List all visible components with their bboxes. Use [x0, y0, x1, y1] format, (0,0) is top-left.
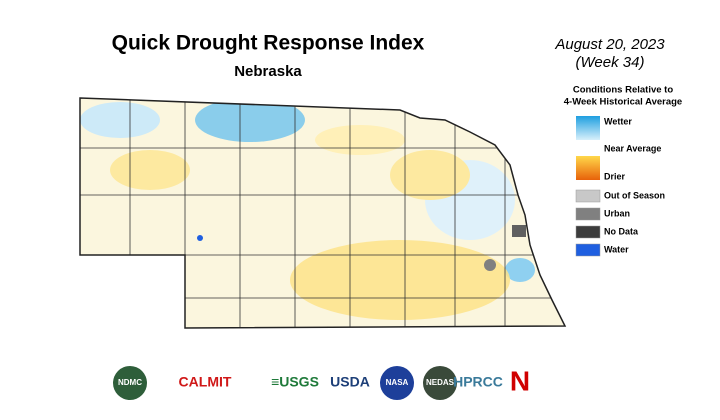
legend-scale-label: Drier [604, 171, 626, 181]
state-outline [79, 97, 567, 329]
legend: Wetter Near Average Drier Out of Season Urba… [575, 116, 665, 257]
logo-badge [423, 366, 457, 400]
state-map [80, 98, 565, 328]
dry-area [290, 240, 510, 320]
wet-area [195, 98, 305, 142]
wet-area [505, 258, 535, 282]
logos: NDMC CALMIT ≡USGS USDA NASA NEDAS HPRCC N [113, 365, 530, 400]
legend-scale-label: Wetter [604, 116, 632, 126]
logo-text: ≡USGS [271, 374, 319, 390]
urban [484, 259, 496, 271]
legend-label: No Data [604, 226, 639, 236]
week: (Week 34) [576, 54, 645, 71]
logo-text: N [510, 365, 530, 396]
legend-title: 4-Week Historical Average [564, 97, 682, 108]
county-lines [80, 98, 560, 328]
wet-swatch [576, 116, 600, 140]
legend-scale-label: Near Average [604, 143, 661, 153]
dry-area [110, 150, 190, 190]
dry-area [315, 125, 405, 155]
legend-title: Conditions Relative to [573, 85, 673, 96]
legend-swatch [575, 189, 601, 203]
legend-label: Out of Season [604, 190, 665, 200]
logo-text: HPRCC [453, 374, 503, 390]
legend-swatch [575, 243, 601, 257]
legend-swatch [575, 225, 601, 239]
legend-label: Urban [604, 208, 630, 218]
legend-label: Water [604, 244, 629, 254]
map-title: Quick Drought Response Index [112, 32, 425, 55]
wet-area [80, 102, 160, 138]
legend-swatch [575, 207, 601, 221]
dry-area [390, 150, 470, 200]
logo-text: NEDAS [426, 378, 455, 387]
logo-text: USDA [330, 374, 370, 390]
logo-text: CALMIT [179, 374, 232, 390]
dry-swatch [576, 156, 600, 180]
date: August 20, 2023 [554, 36, 665, 53]
logo-text: NASA [386, 378, 409, 387]
logo-badge [380, 366, 414, 400]
urban [512, 225, 526, 237]
water [197, 235, 203, 241]
logo-text: NDMC [118, 378, 142, 387]
map-subtitle: Nebraska [234, 63, 302, 80]
logo-badge [113, 366, 147, 400]
